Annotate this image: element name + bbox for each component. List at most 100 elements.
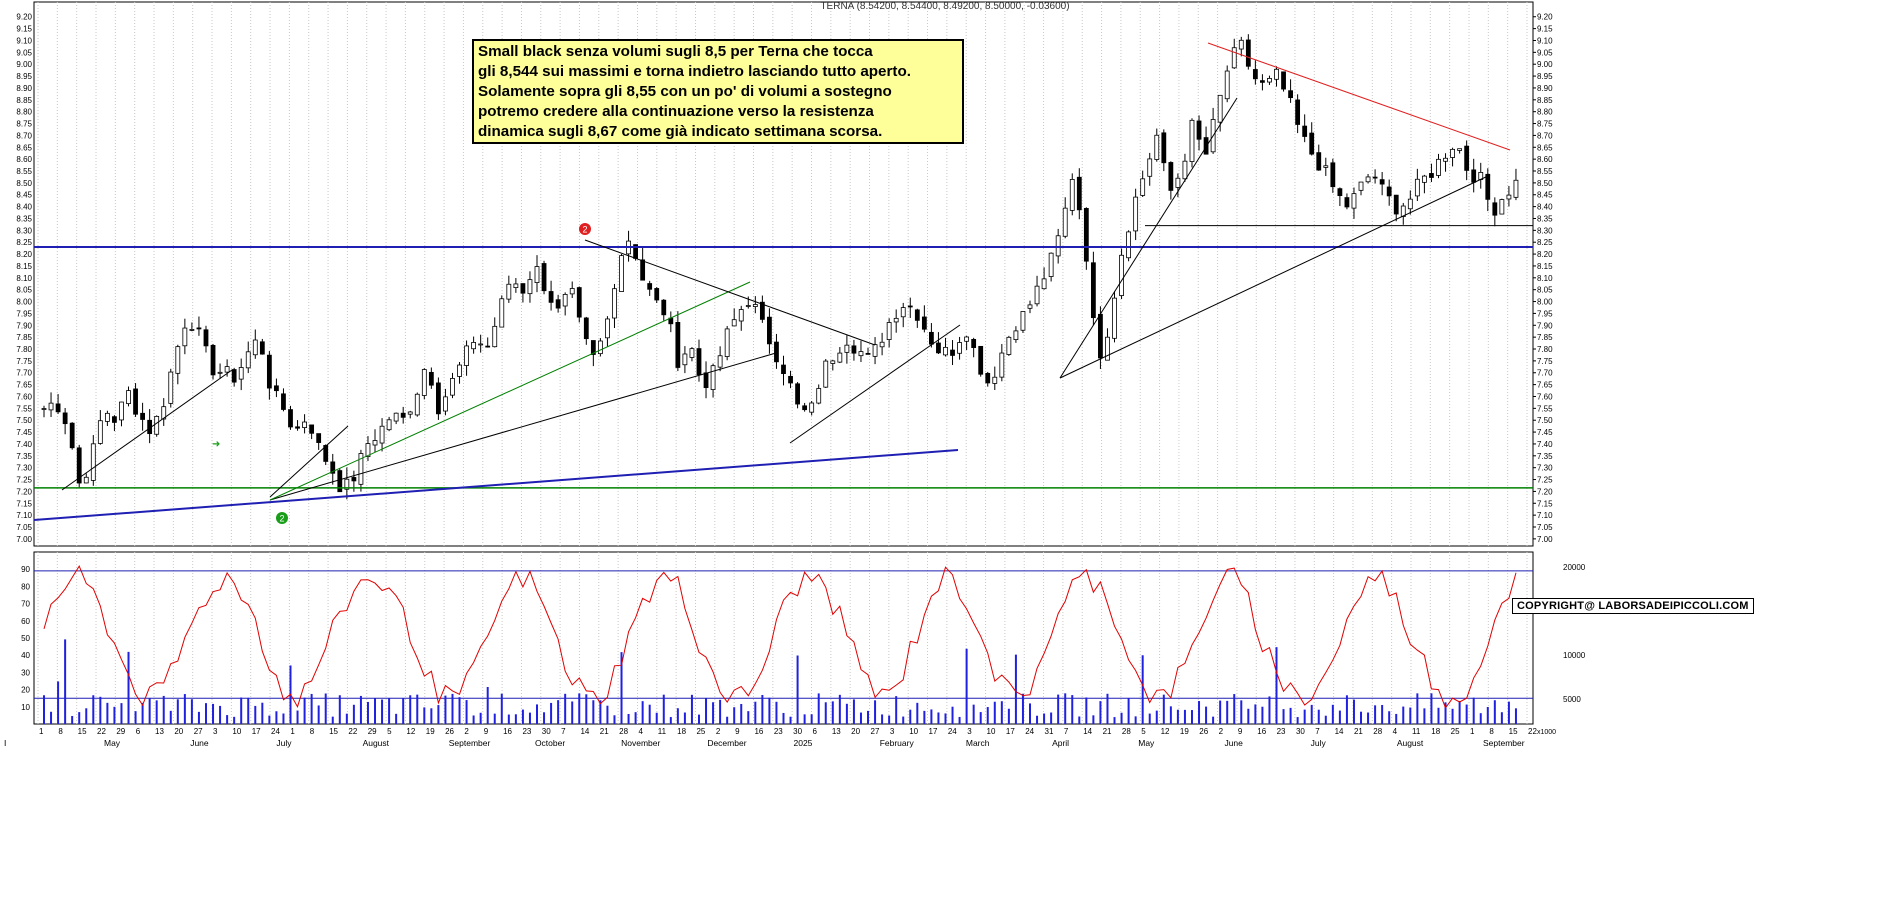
candle-body xyxy=(1260,80,1265,83)
candle-body xyxy=(590,340,596,355)
candle-body xyxy=(1414,178,1420,197)
x-tick-label: 10 xyxy=(909,727,918,736)
candle-body xyxy=(196,327,202,330)
month-label: October xyxy=(535,738,565,748)
y-tick-label-right: 7.85 xyxy=(1537,333,1553,342)
candle-body xyxy=(189,329,195,331)
x-tick-label: 2 xyxy=(464,727,469,736)
candle-body xyxy=(217,371,223,374)
x-tick-label: 6 xyxy=(136,727,141,736)
osc-y-tick-label: 50 xyxy=(21,634,30,643)
y-tick-label-right: 8.85 xyxy=(1537,96,1553,105)
candle-body xyxy=(1281,71,1286,90)
y-tick-label-right: 8.40 xyxy=(1537,203,1553,212)
osc-y-tick-right: 5000 xyxy=(1563,695,1581,704)
x-tick-label: 10 xyxy=(987,727,996,736)
candle-body xyxy=(752,304,758,307)
candle-body xyxy=(252,339,258,356)
candle-body xyxy=(520,283,526,294)
candle-body xyxy=(682,353,688,366)
osc-y-tick-label: 30 xyxy=(21,668,30,677)
y-tick-label-right: 8.80 xyxy=(1537,108,1553,117)
annotation-line: dinamica sugli 8,67 come già indicato se… xyxy=(478,123,883,140)
candle-body xyxy=(161,406,167,420)
candle-body xyxy=(69,422,75,449)
marker-label: 2 xyxy=(582,225,587,235)
x-tick-label: 11 xyxy=(658,727,667,736)
y-tick-label-right: 8.45 xyxy=(1537,191,1553,200)
y-tick-label: 8.80 xyxy=(16,108,32,117)
candle-body xyxy=(407,411,413,415)
candle-body xyxy=(1288,90,1293,99)
x-tick-label: 30 xyxy=(542,727,551,736)
month-label: December xyxy=(707,738,746,748)
x-tick-label: 30 xyxy=(793,727,802,736)
candle-body xyxy=(731,319,737,327)
y-tick-label: 8.30 xyxy=(16,226,32,235)
candle-body xyxy=(576,287,582,318)
candle-body xyxy=(886,322,892,340)
candle-body xyxy=(1076,176,1082,211)
x-tick-label: 4 xyxy=(638,727,643,736)
month-label: August xyxy=(1397,738,1424,748)
x-tick-label: 6 xyxy=(813,727,818,736)
trendline xyxy=(1059,174,1491,379)
candle-body xyxy=(541,263,547,292)
candle-body xyxy=(957,342,962,354)
candle-body xyxy=(830,360,836,364)
month-label: May xyxy=(104,738,121,748)
candle-body xyxy=(1027,304,1033,309)
candle-body xyxy=(1055,235,1061,257)
y-tick-label-right: 8.65 xyxy=(1537,143,1553,152)
candle-body xyxy=(1330,162,1336,188)
y-tick-label-right: 7.25 xyxy=(1537,476,1553,485)
candle-body xyxy=(1358,181,1364,191)
x-tick-label: 9 xyxy=(735,727,740,736)
y-tick-label-right: 7.30 xyxy=(1537,464,1553,473)
y-tick-label-right: 8.00 xyxy=(1537,298,1553,307)
x-tick-label: 30 xyxy=(1296,727,1305,736)
candle-body xyxy=(738,309,744,322)
y-tick-label-right: 7.55 xyxy=(1537,404,1553,413)
candle-body xyxy=(302,421,307,428)
x-tick-label: 27 xyxy=(871,727,880,736)
candle-body xyxy=(548,291,554,303)
candle-body xyxy=(717,355,723,368)
x-tick-label: 13 xyxy=(832,727,841,736)
x-tick-label: 15 xyxy=(329,727,338,736)
candle-body xyxy=(90,443,96,481)
month-label: March xyxy=(966,738,990,748)
candle-body xyxy=(1203,137,1209,155)
x-tick-label: 16 xyxy=(754,727,763,736)
x-tick-label: 1 xyxy=(290,727,295,736)
x-tick-label: 21 xyxy=(1103,727,1112,736)
candle-body xyxy=(1471,169,1477,183)
candle-body xyxy=(1267,78,1272,83)
candle-body xyxy=(1041,278,1047,290)
long-term-trendline xyxy=(33,449,959,521)
x-tick-label: 8 xyxy=(310,727,315,736)
y-tick-label: 7.00 xyxy=(16,535,32,544)
y-tick-label-right: 7.10 xyxy=(1537,511,1553,520)
candle-body xyxy=(767,316,772,345)
candle-body xyxy=(281,393,286,410)
candle-body xyxy=(1323,165,1329,168)
y-tick-label-right: 9.00 xyxy=(1537,60,1553,69)
axis-note: x1000 xyxy=(1537,729,1556,736)
candle-body xyxy=(133,388,138,415)
x-tick-label: 15 xyxy=(78,727,87,736)
x-tick-label: 28 xyxy=(619,727,628,736)
candle-body xyxy=(379,425,385,444)
candle-body xyxy=(203,329,209,347)
candle-body xyxy=(400,412,406,418)
candle-body xyxy=(1457,148,1463,151)
candle-body xyxy=(1386,186,1392,197)
candle-body xyxy=(62,412,68,425)
x-tick-label: 16 xyxy=(503,727,512,736)
x-tick-label: 5 xyxy=(1141,727,1146,736)
x-tick-label: 14 xyxy=(1335,727,1344,736)
month-label: November xyxy=(621,738,660,748)
candle-body xyxy=(1316,152,1322,171)
y-tick-label: 7.35 xyxy=(16,452,32,461)
candle-body xyxy=(569,288,575,295)
